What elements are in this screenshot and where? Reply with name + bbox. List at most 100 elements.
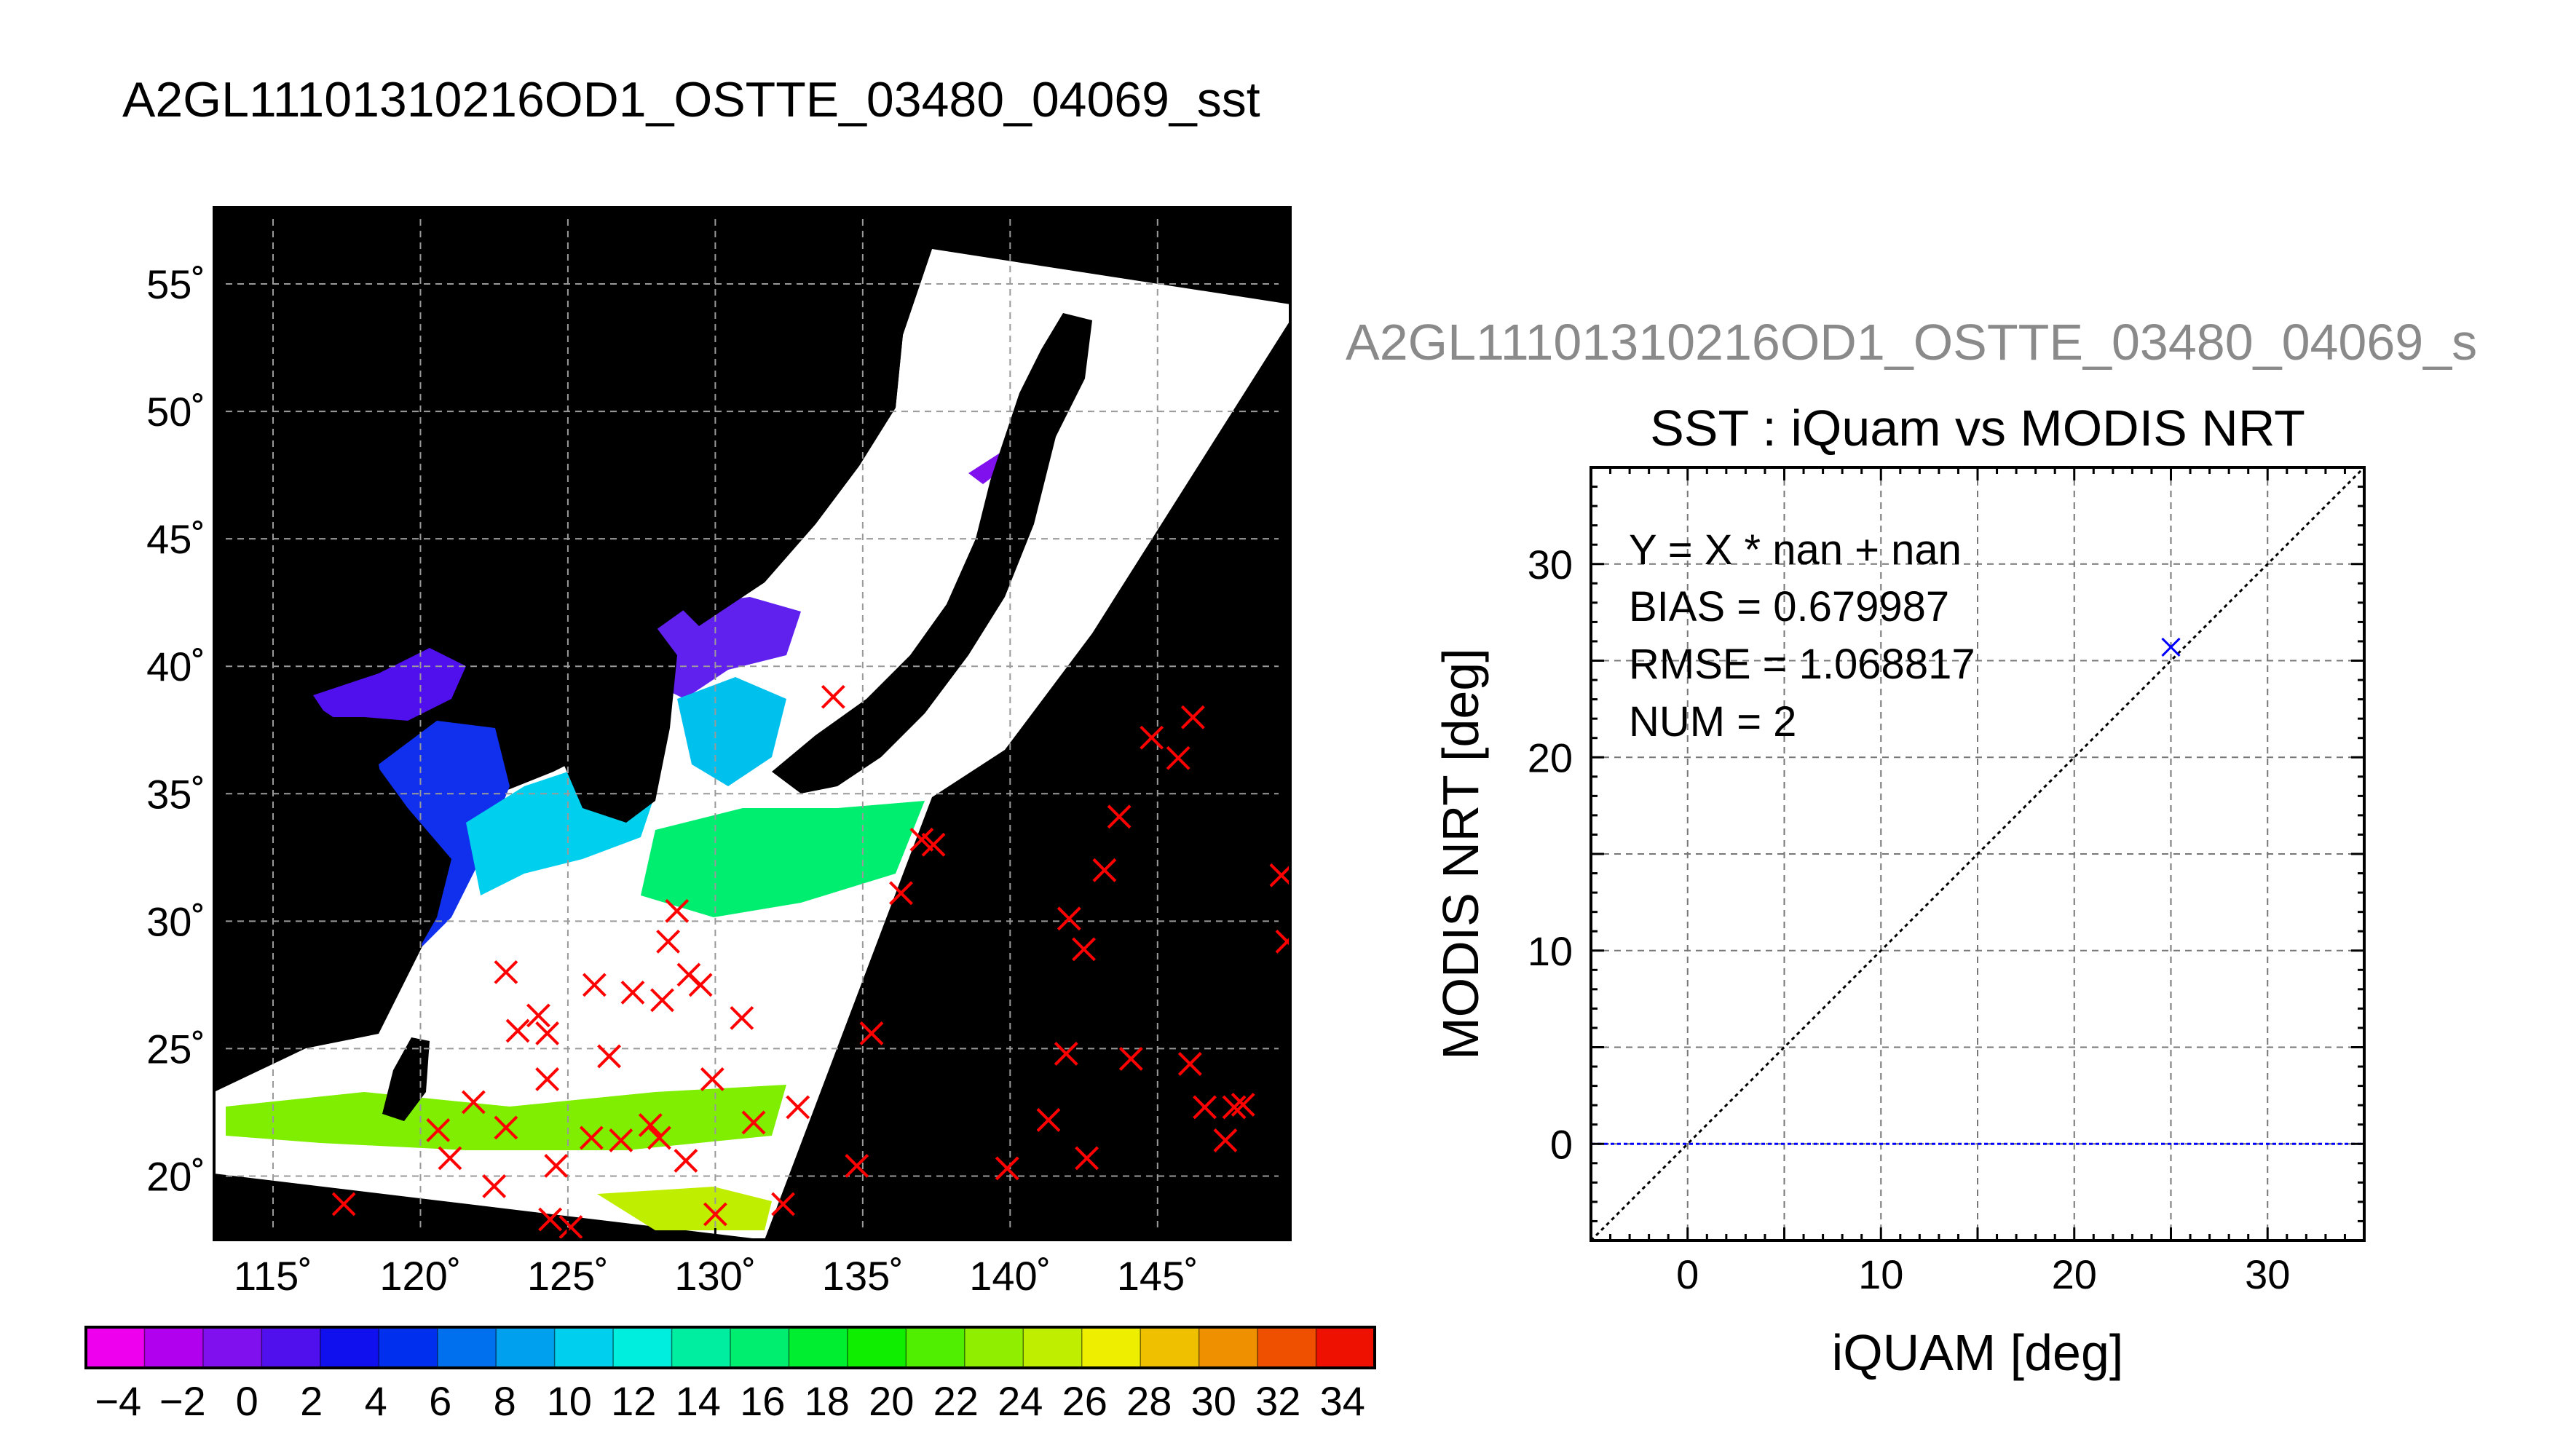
colorbar-tick-label: 2: [300, 1378, 323, 1424]
matchup-marker: [703, 1202, 727, 1227]
map-x-tick-label: 120˚: [379, 1253, 461, 1299]
colorbar-cell: [1257, 1327, 1317, 1368]
matchup-marker: [1275, 929, 1290, 954]
sst-map-panel: 115˚ 120˚ 125˚ 130˚ 135˚ 140˚ 145˚ 20˚ 25˚ 30˚ 35…: [146, 206, 1292, 1299]
colorbar-tick-label: 32: [1255, 1378, 1300, 1424]
colorbar-cell: [789, 1327, 848, 1368]
matchup-marker: [845, 1154, 869, 1178]
map-y-tick-label: 50˚: [146, 389, 205, 435]
colorbar-tick-label: 28: [1126, 1378, 1172, 1424]
matchup-marker: [505, 1018, 530, 1043]
map-y-tick-label: 20˚: [146, 1153, 205, 1199]
matchup-marker: [461, 1090, 486, 1115]
scatter-x-tick-label: 0: [1676, 1251, 1699, 1297]
matchup-marker: [995, 1156, 1019, 1181]
regression-text: Y = X * nan + nan: [1629, 526, 1962, 574]
colorbar-cell: [202, 1327, 263, 1368]
sst-south-band: [226, 1085, 786, 1150]
matchup-marker: [331, 1192, 356, 1216]
sst-japan-sea: [641, 597, 801, 699]
colorbar-cell: [496, 1327, 556, 1368]
map-gridlines: [214, 207, 1290, 1240]
scatter-x-tick-label: 20: [2052, 1251, 2097, 1297]
matchup-marker: [889, 881, 913, 906]
matchup-marker: [526, 1003, 550, 1028]
matchup-marker: [1057, 906, 1081, 931]
matchup-marker: [1166, 745, 1190, 770]
scatter-x-tick-label: 30: [2245, 1251, 2290, 1297]
main-title: A2GL11101310216OD1_OSTTE_03480_04069_sst: [122, 72, 1260, 127]
colorbar-cells: [86, 1327, 1375, 1368]
matchup-marker: [609, 1128, 633, 1152]
colorbar-cell: [144, 1327, 204, 1368]
matchup-marker: [786, 1095, 810, 1120]
colorbar-cell: [613, 1327, 673, 1368]
colorbar-frame: [84, 1326, 1376, 1369]
scatter-gridlines: [1591, 467, 2364, 1241]
colorbar-tick-labels: −4 −2 0 2 4 6 8 10 12 14 16 18 20 22 24 26 28 30 32 34: [95, 1378, 1365, 1424]
map-y-tick-label: 40˚: [146, 644, 205, 689]
matchup-marker: [558, 1215, 583, 1239]
colorbar-tick-label: 16: [740, 1378, 785, 1424]
matchup-marker: [741, 1110, 766, 1135]
scatter-y-tick-label: 30: [1528, 542, 1573, 587]
matchup-marker: [1054, 1041, 1078, 1066]
matchup-markers: [331, 684, 1290, 1239]
colorbar-tick-label: 20: [869, 1378, 914, 1424]
map-frame: [213, 206, 1292, 1241]
matchup-marker: [665, 898, 690, 923]
matchup-marker: [538, 1207, 563, 1232]
scatter-y-tick-label: 0: [1550, 1121, 1573, 1167]
sst-colorbar: −4 −2 0 2 4 6 8 10 12 14 16 18 20 22 24 26 28 30 32 34: [84, 1326, 1376, 1424]
map-x-tick-label: 115˚: [234, 1253, 312, 1299]
matchup-marker: [730, 1005, 754, 1030]
matchup-marker: [426, 1118, 451, 1142]
colorbar-cell: [261, 1327, 321, 1368]
scatter-points: [2161, 637, 2181, 657]
matchup-marker: [1075, 1146, 1099, 1171]
matchup-marker: [1180, 705, 1205, 729]
colorbar-cell: [1198, 1327, 1259, 1368]
matchup-marker: [1036, 1108, 1061, 1132]
colorbar-tick-label: −4: [95, 1378, 141, 1424]
matchup-marker: [909, 827, 934, 852]
colorbar-tick-label: 18: [805, 1378, 850, 1424]
matchup-marker: [1092, 858, 1117, 882]
scatter-title: SST : iQuam vs MODIS NRT: [1650, 400, 2305, 456]
scatter-tick-marks: [1590, 466, 2366, 1242]
stats-annotations: Y = X * nan + nan BIAS = 0.679987 RMSE =…: [1629, 526, 1975, 745]
secondary-title: A2GL11101310216OD1_OSTTE_03480_04069_s: [1346, 314, 2477, 371]
matchup-marker: [1222, 1095, 1247, 1120]
sst-japan-sea-south: [677, 677, 786, 786]
map-tick-marks: [214, 207, 1290, 1240]
matchup-marker: [650, 988, 674, 1013]
matchup-marker: [1118, 1046, 1143, 1071]
matchup-marker: [535, 1021, 559, 1045]
matchup-marker: [656, 929, 681, 954]
map-y-tick-labels: 20˚ 25˚ 30˚ 35˚ 40˚ 45˚ 50˚ 55˚: [146, 261, 205, 1199]
scatter-point: [2161, 637, 2181, 657]
colorbar-tick-label: 12: [611, 1378, 656, 1424]
land-japan: [772, 313, 1092, 794]
matchup-marker: [438, 1146, 462, 1171]
matchup-marker: [535, 1067, 559, 1091]
scatter-x-tick-label: 10: [1858, 1251, 1903, 1297]
matchup-marker: [647, 1125, 671, 1150]
matchup-marker: [859, 1021, 884, 1045]
one-to-one-line: [1591, 467, 2364, 1241]
matchup-marker: [494, 1115, 518, 1140]
colorbar-tick-label: 14: [676, 1378, 721, 1424]
scatter-x-axis-label: iQUAM [deg]: [1832, 1324, 2124, 1381]
colorbar-tick-label: 8: [494, 1378, 516, 1424]
colorbar-tick-label: 34: [1320, 1378, 1365, 1424]
map-x-tick-label: 140˚: [969, 1253, 1051, 1299]
matchup-marker: [582, 973, 607, 997]
colorbar-cell: [1081, 1327, 1142, 1368]
bias-text: BIAS = 0.679987: [1629, 583, 1949, 630]
matchup-marker: [1140, 725, 1164, 750]
matchup-marker: [1072, 937, 1096, 962]
colorbar-tick-label: 0: [236, 1378, 258, 1424]
map-y-tick-label: 30˚: [146, 898, 205, 944]
matchup-marker: [688, 973, 713, 997]
